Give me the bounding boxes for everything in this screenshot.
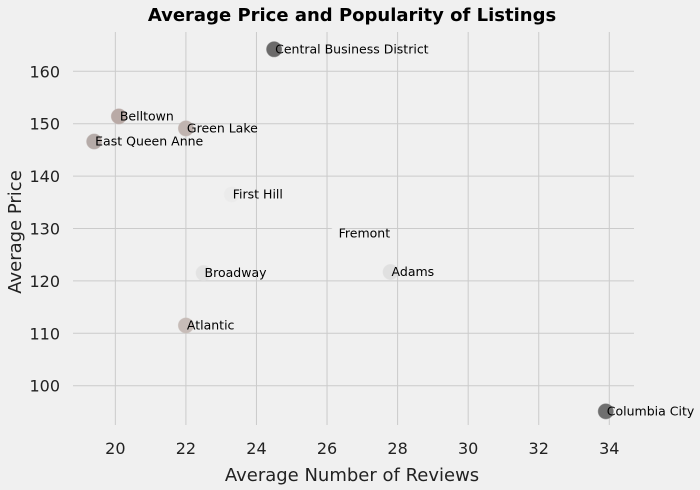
point-label: Adams [392, 264, 435, 279]
data-point [195, 265, 212, 282]
point-label: Fremont [339, 226, 391, 241]
y-tick-label: 140 [29, 167, 60, 186]
x-tick-label: 34 [599, 439, 619, 458]
point-label: East Queen Anne [95, 134, 203, 149]
x-tick-label: 32 [529, 439, 549, 458]
gridlines [73, 32, 634, 425]
point-label: Broadway [205, 265, 268, 280]
x-tick-label: 22 [176, 439, 196, 458]
x-tick-label: 24 [246, 439, 266, 458]
data-point [86, 133, 103, 150]
point-label: First Hill [233, 186, 283, 201]
x-axis-label: Average Number of Reviews [225, 465, 479, 486]
y-tick-label: 150 [29, 115, 60, 134]
data-point [329, 225, 346, 242]
x-tick-label: 26 [317, 439, 337, 458]
point-label: Green Lake [187, 120, 258, 135]
x-tick-labels: 20 22 24 26 28 30 32 34 [105, 439, 619, 458]
data-point [382, 263, 399, 280]
point-label: Columbia City [607, 403, 695, 418]
data-point [597, 403, 614, 420]
y-tick-label: 130 [29, 220, 60, 239]
y-tick-label: 120 [29, 272, 60, 291]
data-point [223, 186, 240, 203]
point-label: Atlantic [187, 317, 235, 332]
x-tick-label: 28 [387, 439, 407, 458]
chart-title: Average Price and Popularity of Listings [148, 5, 556, 26]
y-axis-label: Average Price [5, 170, 26, 294]
y-tick-label: 160 [29, 62, 60, 81]
y-tick-labels: 100 110 120 130 140 150 160 [29, 62, 60, 395]
data-point [177, 317, 194, 334]
y-tick-label: 100 [29, 377, 60, 396]
x-tick-label: 30 [458, 439, 478, 458]
point-labels: Central Business District Belltown Green L… [95, 41, 695, 418]
data-point [177, 120, 194, 137]
data-point [266, 41, 283, 58]
y-tick-label: 110 [29, 324, 60, 343]
point-label: Belltown [120, 108, 174, 123]
point-label: Central Business District [275, 41, 429, 56]
data-points [86, 41, 614, 420]
data-point [110, 108, 127, 125]
x-tick-label: 20 [105, 439, 125, 458]
